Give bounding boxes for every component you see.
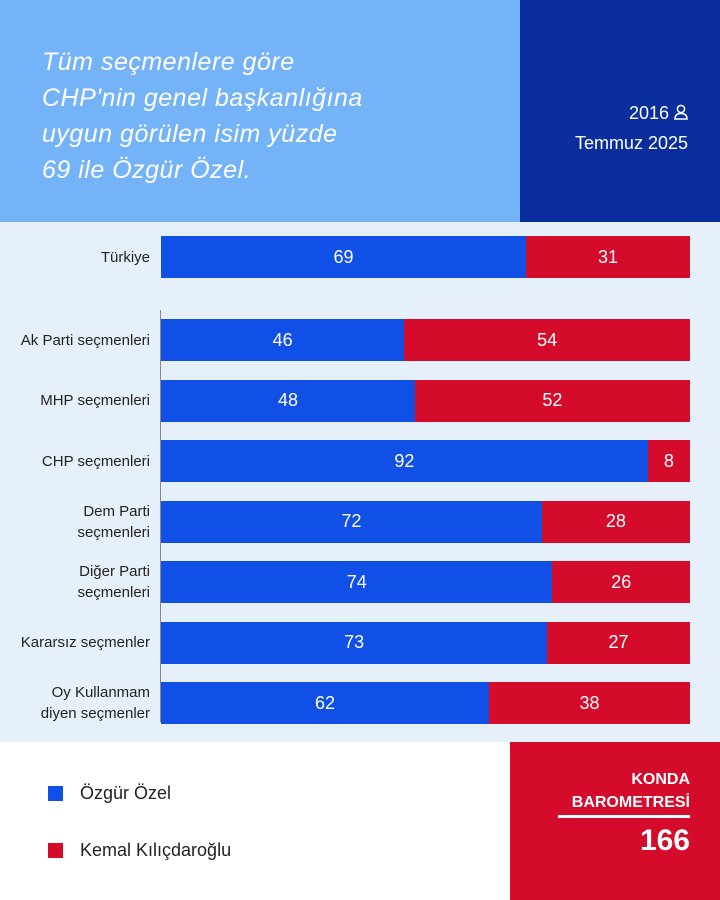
wave-row: 2016: [575, 98, 688, 128]
value-label: 62: [314, 692, 335, 713]
category-label: Kararsız seçmenler: [20, 634, 150, 651]
legend-swatch: [48, 843, 63, 858]
category-label: Diğer Parti seçmenleri: [77, 563, 150, 601]
date-panel: [520, 0, 720, 222]
bar-segment: 26: [552, 561, 690, 603]
title-line: Tüm seçmenlere göre: [42, 48, 295, 76]
value-label: 74: [346, 571, 367, 592]
category-label: MHP seçmenleri: [40, 392, 150, 409]
legend-swatch: [48, 786, 63, 801]
title-line: CHP'nin genel başkanlığına: [42, 84, 363, 112]
legend-label: Özgür Özel: [80, 783, 172, 803]
brand-name: KONDA: [631, 771, 690, 788]
value-label: 72: [341, 511, 362, 531]
value-label: 48: [277, 390, 298, 410]
brand-panel: [510, 742, 720, 900]
value-label: 46: [272, 329, 293, 350]
value-label: 27: [608, 632, 629, 652]
category-label: Oy Kullanmam diyen seçmenler: [40, 684, 150, 722]
bar-segment: 69: [161, 236, 526, 278]
brand-subtitle: BAROMETRESİ: [571, 794, 690, 811]
bar-segment: 54: [404, 319, 690, 361]
value-label: 26: [611, 571, 632, 592]
category-label: Türkiye: [100, 248, 150, 266]
category-label: Ak Parti seçmenleri: [20, 331, 150, 349]
bar-segment: 62: [161, 682, 489, 724]
bar-segment: 52: [414, 379, 690, 422]
value-label: 31: [597, 246, 618, 267]
bar-segment: 8: [647, 440, 690, 482]
category-label: CHP seçmenleri: [41, 452, 150, 470]
bar-segment: 27: [547, 621, 690, 664]
issue-number: 166: [639, 824, 690, 857]
title-panel: [0, 0, 520, 222]
title-line: uygun görülen isim yüzde: [42, 120, 338, 148]
value-label: 52: [542, 390, 563, 410]
value-label: 92: [394, 450, 415, 471]
bar-segment: 31: [526, 236, 690, 278]
category-label: Dem Parti seçmenleri: [77, 502, 150, 541]
value-label: 69: [333, 246, 354, 267]
brand: KONDA BAROMETRESİ: [572, 768, 690, 814]
legend-label: Kemal Kılıçdaroğlu: [80, 840, 232, 860]
axis-line: [160, 310, 161, 722]
bar-segment: 48: [161, 379, 415, 422]
date: Temmuz 2025: [574, 133, 688, 153]
bar-segment: 46: [161, 319, 405, 361]
value-label: 54: [537, 329, 558, 350]
bar-segment: 38: [488, 682, 690, 724]
bar-segment: 92: [161, 440, 648, 482]
brand-rule: [558, 815, 690, 818]
person-icon: [674, 104, 688, 120]
survey-info: 2016 Temmuz 2025: [575, 98, 688, 158]
bar-segment: 74: [161, 561, 553, 603]
value-label: 28: [605, 511, 626, 531]
value-label: 38: [579, 692, 600, 713]
title-line: 69 ile Özgür Özel.: [42, 156, 252, 184]
bar-segment: 28: [541, 500, 690, 543]
bar-segment: 72: [161, 500, 542, 543]
wave: 2016: [628, 103, 669, 123]
bar-segment: 73: [161, 621, 548, 664]
value-label: 8: [663, 450, 674, 471]
title: Tüm seçmenlere göre CHP'nin genel başkanl…: [42, 44, 363, 188]
value-label: 73: [344, 632, 365, 652]
